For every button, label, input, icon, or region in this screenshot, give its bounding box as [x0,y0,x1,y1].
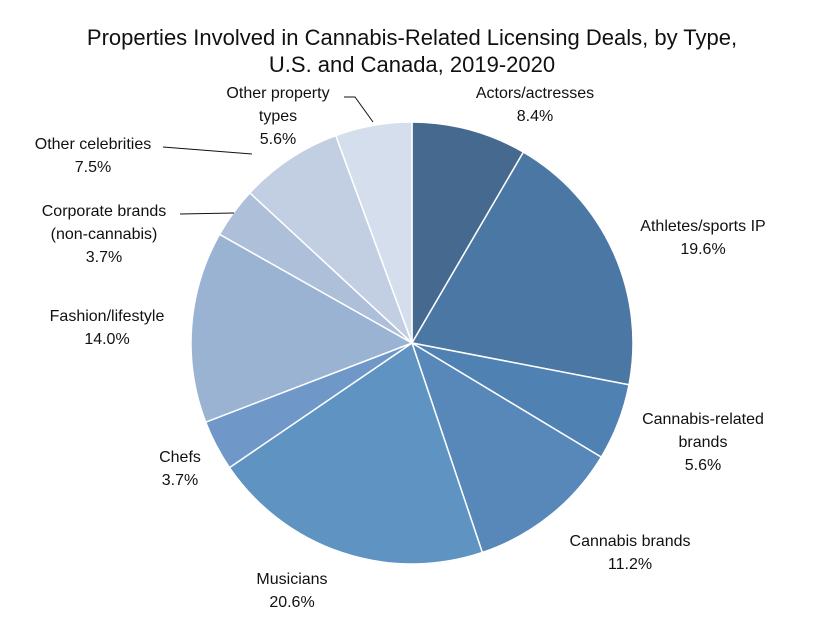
pie-slice [190,233,414,424]
slice-category-label: Musicians [256,571,327,588]
slice-category-label: (non-cannabis) [51,226,158,243]
slice-label: Athletes/sports IP 19.6% [640,218,765,258]
slice-category-label: Cannabis-related [642,411,764,428]
pie-slice [248,134,413,344]
slice-label: Other property types 5.6% [226,85,329,148]
slice-label: Cannabis brands 11.2% [570,533,691,573]
chart-subtitle: U.S. and Canada, 2019-2020 [269,52,555,77]
slice-labels: Actors/actresses 8.4% Athletes/sports IP 19… [35,85,766,611]
leader-lines [162,96,374,215]
slice-category-label: Other property [226,85,329,102]
slice-label: Musicians 20.6% [256,571,327,611]
slice-label: Fashion/lifestyle 14.0% [50,308,165,348]
slice-value-label: 8.4% [517,108,553,125]
slice-value-label: 5.6% [685,457,721,474]
slice-label: Chefs 3.7% [159,449,201,489]
slice-category-label: types [259,108,297,125]
slice-value-label: 11.2% [608,556,652,573]
chart-title: Properties Involved in Cannabis-Related … [87,25,737,50]
pie-slice [410,151,634,386]
slice-category-label: Actors/actresses [476,85,594,102]
slice-category-label: brands [679,434,728,451]
pie-slices [190,121,634,565]
slice-value-label: 5.6% [260,131,296,148]
slice-label: Other celebrities 7.5% [35,136,152,176]
slice-value-label: 7.5% [75,159,111,176]
leader-line [179,212,235,215]
pie-slice [228,341,484,565]
slice-label: Cannabis-related brands 5.6% [642,411,764,474]
slice-category-label: Other celebrities [35,136,152,153]
pie-slice [334,121,413,344]
slice-value-label: 3.7% [86,249,122,266]
pie-slice [410,341,603,554]
slice-value-label: 3.7% [162,472,198,489]
leader-line [344,96,374,123]
slice-category-label: Fashion/lifestyle [50,308,165,325]
slice-category-label: Corporate brands [42,203,167,220]
pie-slice [411,121,525,346]
slice-value-label: 20.6% [269,594,314,611]
slice-category-label: Chefs [159,449,201,466]
slice-value-label: 19.6% [680,241,725,258]
slice-category-label: Cannabis brands [570,533,691,550]
leader-line [162,146,253,155]
slice-label: Actors/actresses 8.4% [476,85,594,125]
slice-category-label: Athletes/sports IP [640,218,765,235]
slice-label: Corporate brands (non-cannabis) 3.7% [42,203,167,266]
slice-value-label: 14.0% [84,331,129,348]
